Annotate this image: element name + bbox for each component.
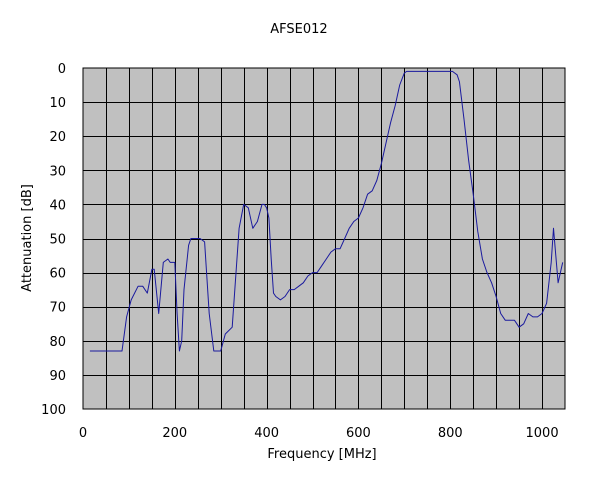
y-tick-label: 100: [41, 403, 66, 418]
plot-frame: [82, 67, 566, 410]
y-axis-title: Attenuation [dB]: [20, 184, 35, 292]
series-line: [89, 70, 564, 352]
y-tick-label: 40: [49, 198, 66, 213]
series-layer: [89, 70, 564, 352]
y-tick-label: 10: [49, 96, 66, 111]
y-tick-label: 0: [58, 62, 66, 77]
y-tick-label: 20: [49, 130, 66, 145]
plot-area: [83, 68, 565, 409]
x-tick-label: 600: [346, 426, 371, 441]
x-tick-label: 400: [254, 426, 279, 441]
x-tick-label: 0: [79, 426, 87, 441]
x-tick-label: 800: [438, 426, 463, 441]
y-tick-label: 30: [49, 164, 66, 179]
y-tick-label: 80: [49, 335, 66, 350]
y-tick-label: 70: [49, 301, 66, 316]
x-tick-label: 1000: [526, 426, 559, 441]
x-tick-label: 200: [162, 426, 187, 441]
x-axis-title: Frequency [MHz]: [267, 447, 376, 462]
y-tick-label: 90: [49, 369, 66, 384]
chart-title: AFSE012: [270, 22, 327, 37]
y-tick-label: 50: [49, 233, 66, 248]
y-tick-label: 60: [49, 267, 66, 282]
grid-lines: [83, 68, 565, 409]
